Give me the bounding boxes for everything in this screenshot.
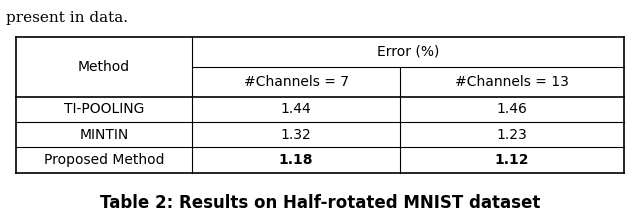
Text: 1.23: 1.23: [497, 128, 527, 142]
Text: MINTIN: MINTIN: [79, 128, 129, 142]
Text: 1.46: 1.46: [497, 102, 527, 116]
Text: Table 2: Results on Half-rotated MNIST dataset: Table 2: Results on Half-rotated MNIST d…: [100, 194, 540, 212]
Text: 1.12: 1.12: [495, 153, 529, 167]
Text: Proposed Method: Proposed Method: [44, 153, 164, 167]
Text: Error (%): Error (%): [377, 45, 439, 59]
Text: 1.44: 1.44: [280, 102, 312, 116]
Text: TI-POOLING: TI-POOLING: [64, 102, 144, 116]
Text: #Channels = 7: #Channels = 7: [243, 75, 349, 89]
Text: 1.32: 1.32: [280, 128, 312, 142]
Text: 1.18: 1.18: [279, 153, 313, 167]
Text: Method: Method: [78, 60, 130, 74]
Text: #Channels = 13: #Channels = 13: [455, 75, 569, 89]
Text: present in data.: present in data.: [6, 11, 129, 25]
